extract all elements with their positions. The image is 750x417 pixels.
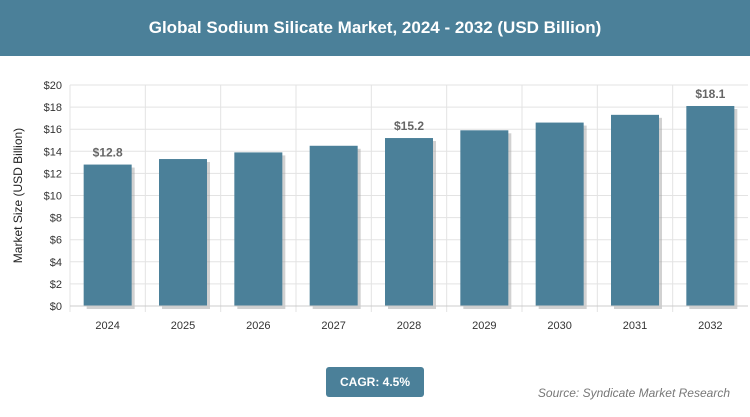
bar-2031 xyxy=(611,114,659,307)
y-tick-label: $12 xyxy=(44,168,62,180)
y-tick-label: $0 xyxy=(50,301,62,313)
bar-2028 xyxy=(385,138,433,306)
bar-2029 xyxy=(460,130,509,306)
x-tick-label: 2027 xyxy=(321,320,345,332)
bar-2025 xyxy=(159,159,207,306)
data-label: $15.2 xyxy=(394,119,424,133)
cagr-badge: CAGR: 4.5% xyxy=(326,367,424,397)
bar-2030 xyxy=(535,122,584,306)
chart-title: Global Sodium Silicate Market, 2024 - 20… xyxy=(0,0,750,56)
y-tick-label: $8 xyxy=(50,213,62,225)
bar-chart: $0 $2 $4 $6 $8 $10 $12 $14 $16 $18 $20 2024 $12.8 202… xyxy=(11,80,748,332)
source-note: Source: Syndicate Market Research xyxy=(537,386,730,400)
bar-2032 xyxy=(686,105,735,306)
x-tick-label: 2024 xyxy=(95,320,119,332)
y-axis-label: Market Size (USD Billion) xyxy=(11,128,25,263)
x-tick-label: 2025 xyxy=(171,320,195,332)
y-tick-label: $14 xyxy=(44,146,62,158)
y-tick-label: $18 xyxy=(44,102,62,114)
x-tick-label: 2026 xyxy=(246,320,270,332)
y-tick-label: $10 xyxy=(44,191,62,203)
data-label: $12.8 xyxy=(93,146,123,160)
x-tick-label: 2032 xyxy=(698,320,722,332)
y-tick-label: $2 xyxy=(50,279,62,291)
bar-2024 xyxy=(83,164,132,306)
x-tick-label: 2030 xyxy=(547,320,571,332)
y-tick-label: $6 xyxy=(50,235,62,247)
bar-2026 xyxy=(234,152,283,306)
x-tick-label: 2031 xyxy=(623,320,647,332)
y-tick-label: $20 xyxy=(44,80,62,92)
x-tick-label: 2028 xyxy=(397,320,421,332)
bar-2027 xyxy=(309,145,358,306)
x-tick-label: 2029 xyxy=(472,320,496,332)
data-label: $18.1 xyxy=(695,87,725,101)
y-tick-label: $16 xyxy=(44,124,62,136)
y-tick-label: $4 xyxy=(50,257,62,269)
